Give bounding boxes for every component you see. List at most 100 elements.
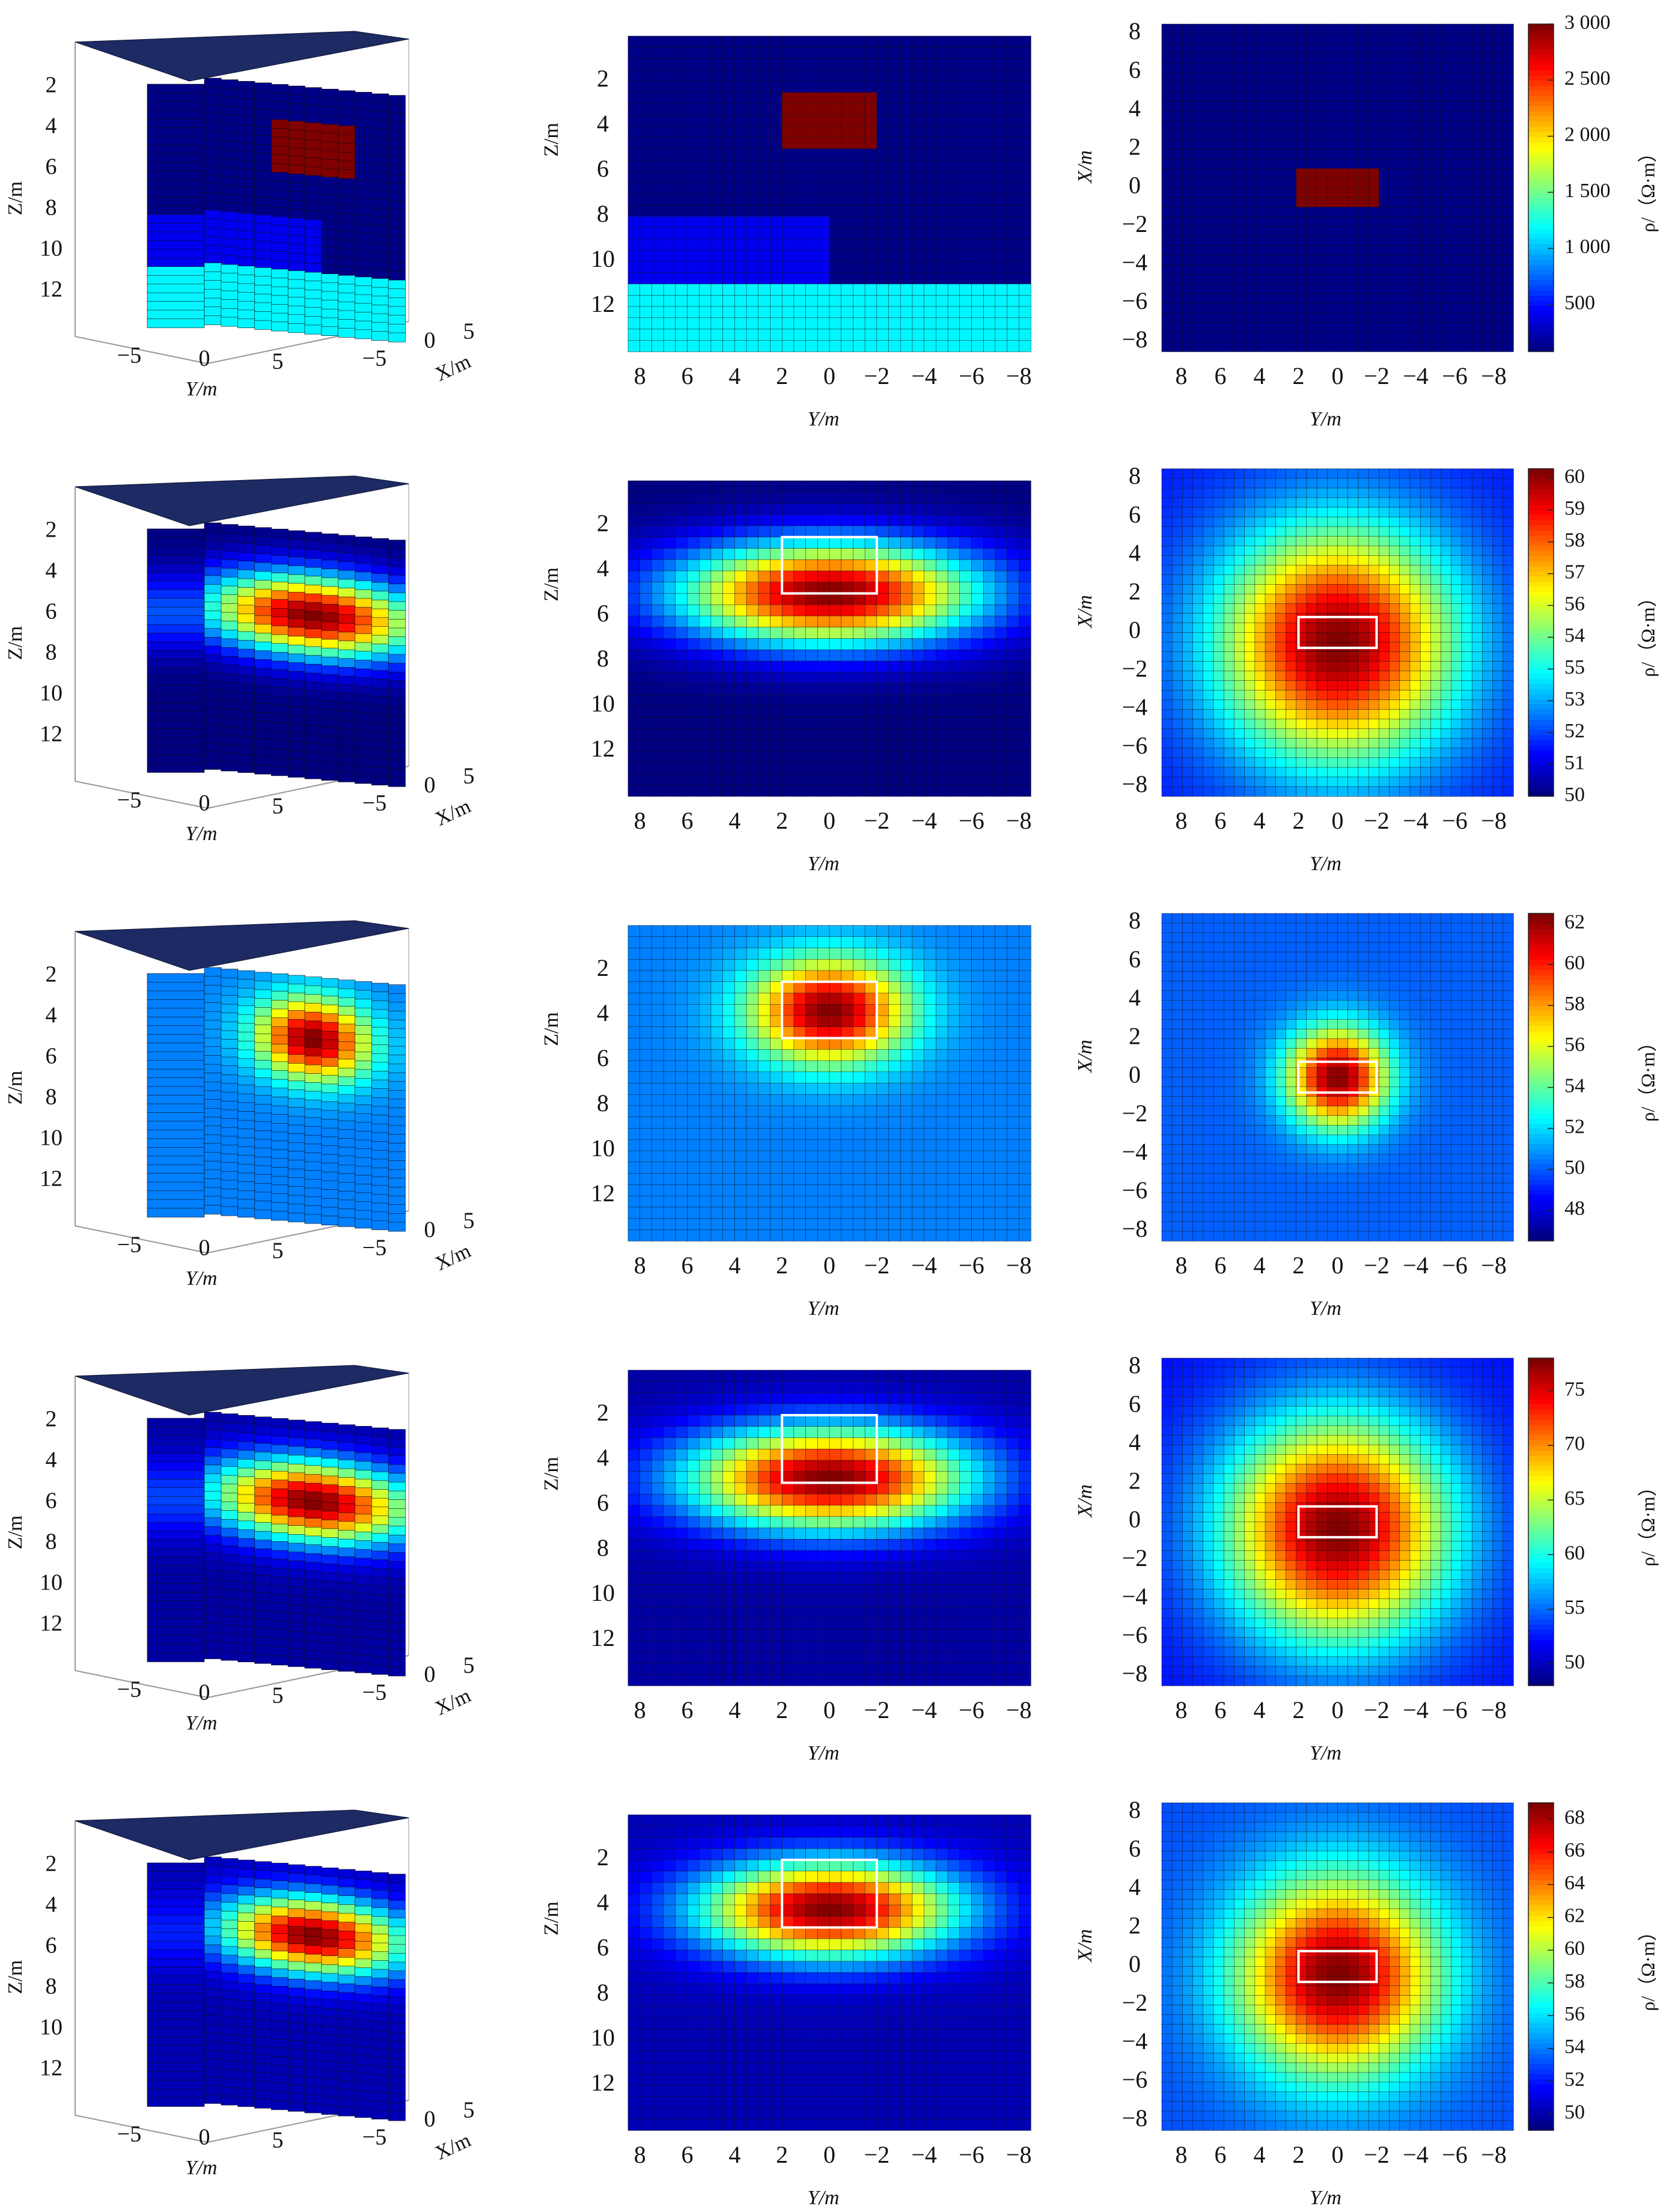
slice-cell [1420, 719, 1432, 730]
section-cell [663, 627, 676, 639]
section-cell [758, 993, 771, 1005]
slice-cell [1244, 226, 1256, 237]
colorbar-step [1528, 244, 1554, 250]
slice-cell [1389, 81, 1400, 92]
section-cell [639, 1105, 653, 1118]
slice-cell [1234, 487, 1245, 498]
slice-cell [1399, 187, 1411, 198]
section-cell [758, 70, 771, 82]
section-cell [627, 751, 641, 763]
slice-cell [1296, 264, 1307, 275]
section-cell [841, 182, 854, 195]
slice-cell [1389, 264, 1400, 275]
section-cell [698, 250, 712, 262]
section-cell [829, 627, 842, 639]
section-cell [746, 525, 759, 538]
slice-cell [1244, 623, 1256, 633]
section-cell [627, 1015, 641, 1028]
colorbar-step [1528, 683, 1554, 689]
slice-cell [1441, 284, 1452, 294]
slice-cell [1337, 574, 1349, 585]
section-cell [924, 239, 937, 251]
slice-cell [1441, 91, 1452, 102]
slice-cell [1451, 767, 1462, 778]
section-cell [770, 35, 783, 48]
section-cell [959, 480, 972, 493]
slice-cell [1482, 719, 1494, 730]
slice-cell [1379, 52, 1390, 63]
slice-cell [1223, 72, 1235, 82]
slice-cell [1451, 62, 1462, 73]
slice-cell [1171, 786, 1183, 797]
slice-cell [1171, 255, 1183, 266]
slice-cell [1461, 91, 1472, 102]
section-cell [746, 70, 759, 82]
section-cell [663, 115, 676, 127]
section-cell [687, 1083, 700, 1095]
section-cell [793, 250, 807, 262]
slice-cell [1399, 545, 1411, 556]
section-cell [651, 1184, 664, 1196]
section-cell [675, 751, 688, 763]
section-cell [876, 35, 889, 48]
slice-cell [1358, 81, 1369, 92]
slice-cell [1420, 303, 1432, 314]
section-cell [781, 751, 795, 763]
section-cell [746, 650, 759, 662]
section-cell [959, 773, 972, 785]
slice-cell [1171, 274, 1183, 285]
slice-cell [1192, 293, 1204, 304]
section-cell [663, 193, 676, 206]
slice-cell [1379, 642, 1390, 653]
section-cell [841, 193, 854, 206]
section-cell [900, 171, 913, 183]
section-cell [770, 216, 783, 228]
section-cell [734, 284, 747, 296]
section-cell [746, 672, 759, 684]
slice-cell [1461, 341, 1472, 352]
slice-cell [1503, 264, 1514, 275]
slice-cell [1461, 738, 1472, 749]
slice-cell [1203, 613, 1214, 624]
slice-cell [1275, 312, 1287, 323]
section-cell [746, 638, 759, 650]
section-cell [639, 959, 653, 971]
section-cell [805, 103, 818, 115]
section-cell [1007, 537, 1019, 549]
slice-cell [1192, 613, 1204, 624]
slice-cell [1161, 584, 1173, 595]
slice-cell [1234, 584, 1245, 595]
section-cell [971, 47, 984, 59]
slice-cell [1182, 81, 1194, 92]
slice-cell [1161, 719, 1173, 730]
section-cell [746, 503, 759, 515]
slice-cell [1399, 786, 1411, 797]
slice-cell [1254, 52, 1266, 63]
section-cell [722, 785, 736, 797]
section-cell [675, 503, 688, 515]
section-cell [947, 773, 960, 785]
section-cell [805, 717, 818, 730]
slice-cell [1347, 680, 1359, 691]
slice-cell [1306, 255, 1317, 266]
slice-cell [1389, 603, 1400, 614]
section-cell [663, 981, 676, 994]
section-cell [710, 503, 724, 515]
section-cell [687, 514, 700, 526]
section-cell [841, 559, 854, 571]
section-cell [758, 1083, 771, 1095]
slice-cell [1203, 33, 1214, 44]
x-tick-3d: −5 [362, 346, 386, 371]
slice-cell [1471, 671, 1483, 681]
slice-cell [1451, 187, 1462, 198]
section-cell [722, 1184, 736, 1196]
slice-cell [1379, 632, 1390, 643]
slice-cell [1441, 468, 1452, 479]
slice-cell [1379, 613, 1390, 624]
section-cell [841, 660, 854, 673]
slice-cell [1420, 236, 1432, 246]
slice-cell [1358, 632, 1369, 643]
section-cell [924, 205, 937, 217]
slice-cell [1182, 72, 1194, 82]
section-cell [639, 728, 653, 740]
